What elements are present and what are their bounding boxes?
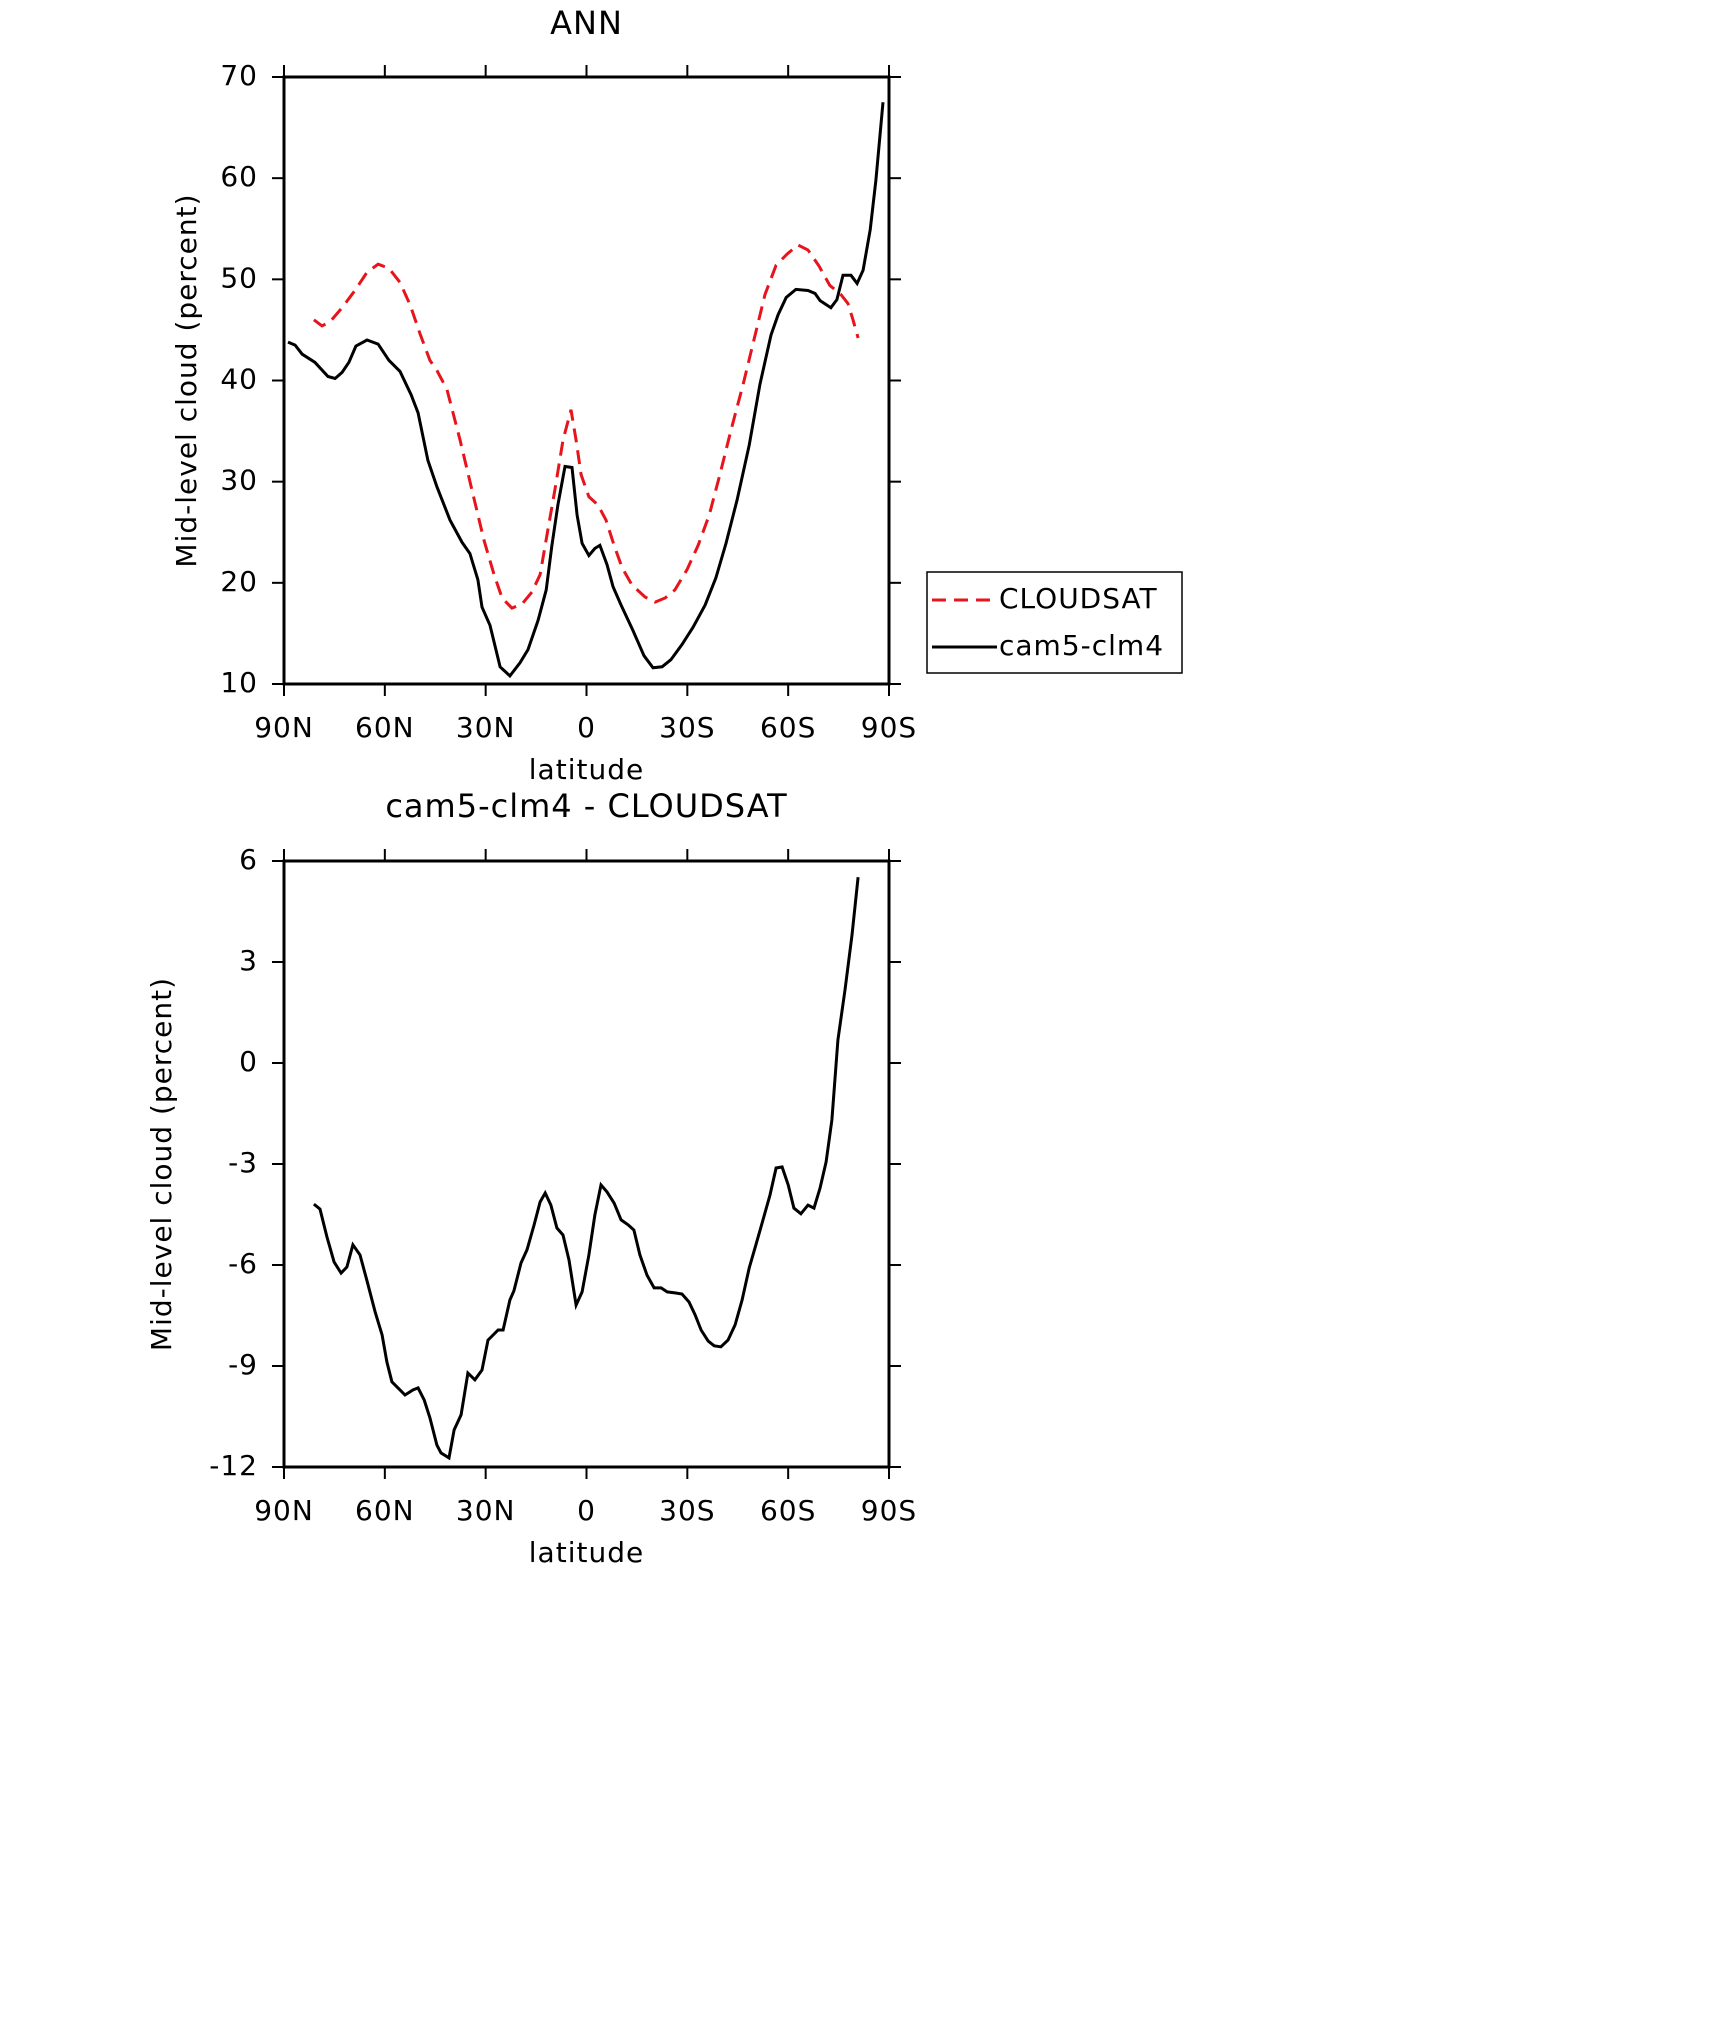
x-tick-label: 90S [861, 1494, 917, 1527]
y-tick-label: 10 [220, 666, 258, 699]
x-tick-label: 30N [456, 711, 516, 744]
x-tick-label: 60S [760, 1494, 816, 1527]
legend-box [926, 571, 1183, 674]
y-tick-label: 60 [220, 160, 258, 193]
y-tick-label: -12 [209, 1449, 258, 1482]
x-tick-label: 30N [456, 1494, 516, 1527]
plot-frame [282, 75, 891, 686]
x-tick-label: 90N [254, 711, 314, 744]
data-line [312, 877, 860, 1461]
y-axis-label: Mid-level cloud (percent) [170, 193, 203, 567]
x-tick-label: 30S [659, 711, 715, 744]
y-tick-label: 20 [220, 565, 258, 598]
x-tick-label: 60S [760, 711, 816, 744]
y-tick-label: -3 [228, 1146, 258, 1179]
chart-title: cam5-clm4 - CLOUDSAT [385, 787, 787, 825]
x-tick-label: 90S [861, 711, 917, 744]
x-axis-label: latitude [529, 1536, 644, 1569]
y-tick-label: 50 [220, 261, 258, 294]
legend-label: cam5-clm4 [999, 629, 1164, 662]
x-tick-label: 60N [355, 1494, 415, 1527]
chart-title: ANN [550, 4, 623, 42]
y-tick-label: 40 [220, 363, 258, 396]
data-line [312, 243, 860, 610]
y-tick-label: -6 [228, 1247, 258, 1280]
x-tick-label: 0 [577, 711, 596, 744]
plot-frame [282, 859, 891, 1469]
x-tick-label: 60N [355, 711, 415, 744]
x-tick-label: 30S [659, 1494, 715, 1527]
legend-label: CLOUDSAT [999, 582, 1158, 615]
y-tick-label: 3 [239, 944, 258, 977]
y-axis-label: Mid-level cloud (percent) [145, 977, 178, 1351]
y-tick-label: 6 [239, 843, 258, 876]
x-tick-label: 0 [577, 1494, 596, 1527]
y-tick-label: 70 [220, 59, 258, 92]
y-tick-label: 30 [220, 464, 258, 497]
x-axis-label: latitude [529, 753, 644, 786]
data-line [287, 102, 885, 679]
y-tick-label: 0 [239, 1045, 258, 1078]
x-tick-label: 90N [254, 1494, 314, 1527]
y-tick-label: -9 [228, 1348, 258, 1381]
